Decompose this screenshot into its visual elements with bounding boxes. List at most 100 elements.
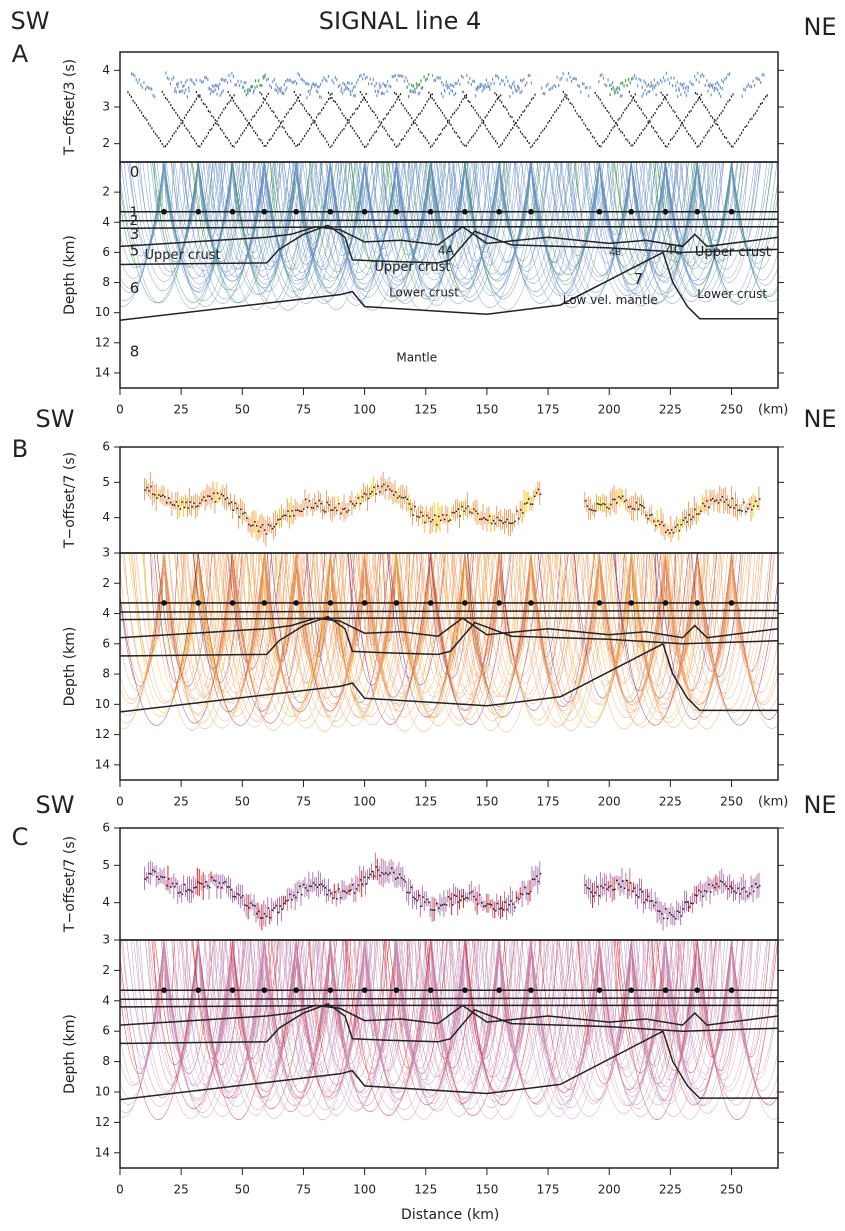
pick xyxy=(360,140,362,143)
pick xyxy=(200,98,203,101)
pick xyxy=(213,90,215,94)
ray-path xyxy=(656,162,732,297)
pick xyxy=(212,124,215,127)
pick xyxy=(706,500,708,502)
pick xyxy=(452,127,454,130)
pick xyxy=(698,144,700,147)
station xyxy=(261,208,268,215)
pick xyxy=(612,889,614,891)
pick xyxy=(150,485,152,488)
pick xyxy=(411,123,413,126)
pick xyxy=(731,497,734,500)
pick xyxy=(679,119,681,122)
pick xyxy=(469,139,471,142)
pick xyxy=(242,512,244,515)
pick xyxy=(437,907,440,909)
pick xyxy=(701,101,703,104)
pick xyxy=(411,83,413,87)
pick xyxy=(508,903,510,906)
pick xyxy=(629,102,631,105)
pick xyxy=(353,892,356,894)
pick xyxy=(456,82,458,86)
ray-path xyxy=(120,553,165,724)
pick xyxy=(637,136,639,139)
x-tick-label: 125 xyxy=(414,795,437,809)
y-tick-label: 4 xyxy=(102,993,110,1007)
pick xyxy=(307,130,309,133)
pick xyxy=(550,87,552,91)
pick xyxy=(507,112,510,115)
pick xyxy=(609,115,612,118)
pick xyxy=(586,887,589,889)
pick xyxy=(348,82,350,86)
pick xyxy=(179,90,181,94)
ray-path xyxy=(197,553,269,713)
pick xyxy=(303,134,306,137)
pick xyxy=(727,73,729,77)
pick xyxy=(512,903,514,905)
station xyxy=(496,208,502,215)
pick xyxy=(671,84,674,88)
pick xyxy=(709,891,712,893)
pick xyxy=(493,137,495,140)
pick xyxy=(441,128,444,131)
layer-boundary xyxy=(119,643,664,713)
ray-path xyxy=(686,553,698,641)
pick xyxy=(530,98,533,101)
ray-path xyxy=(599,162,673,295)
pick xyxy=(341,129,343,132)
pick xyxy=(236,104,238,107)
pick xyxy=(297,144,299,147)
pick xyxy=(210,88,212,92)
pick xyxy=(160,495,162,498)
pick xyxy=(675,115,678,118)
pick xyxy=(316,886,319,888)
depth-frame xyxy=(119,552,779,781)
pick xyxy=(206,135,208,138)
pick xyxy=(540,131,542,134)
pick xyxy=(234,896,236,898)
pick xyxy=(367,876,370,879)
pick xyxy=(341,112,343,115)
pick xyxy=(277,91,279,95)
pick xyxy=(297,509,299,511)
pick xyxy=(426,898,428,901)
direction-right: NE xyxy=(803,791,836,819)
pick xyxy=(400,74,402,78)
pick xyxy=(644,88,646,92)
pick xyxy=(312,82,314,86)
pick xyxy=(621,81,624,85)
pick xyxy=(627,506,630,508)
pick xyxy=(174,87,176,91)
pick xyxy=(180,122,182,125)
pick xyxy=(672,109,674,112)
pick xyxy=(643,506,645,509)
pick xyxy=(708,85,711,89)
pick xyxy=(516,510,518,512)
pick xyxy=(314,884,317,886)
pick xyxy=(471,104,473,107)
pick xyxy=(605,84,608,88)
pick xyxy=(416,899,418,902)
pick xyxy=(379,491,381,493)
pick xyxy=(510,522,512,525)
pick xyxy=(548,88,550,92)
pick xyxy=(760,80,762,84)
pick xyxy=(152,93,154,97)
pick xyxy=(704,83,706,87)
pick xyxy=(199,502,201,504)
pick xyxy=(637,896,640,898)
pick xyxy=(535,875,538,878)
pick xyxy=(305,109,307,112)
station xyxy=(728,208,735,215)
pick xyxy=(465,896,467,899)
pick xyxy=(197,881,199,883)
pick xyxy=(369,493,372,495)
pick xyxy=(547,121,549,124)
pick xyxy=(219,93,221,97)
pick xyxy=(211,84,214,88)
station xyxy=(161,600,167,606)
pick xyxy=(195,505,197,508)
pick xyxy=(388,84,390,88)
ray-path xyxy=(630,162,707,298)
